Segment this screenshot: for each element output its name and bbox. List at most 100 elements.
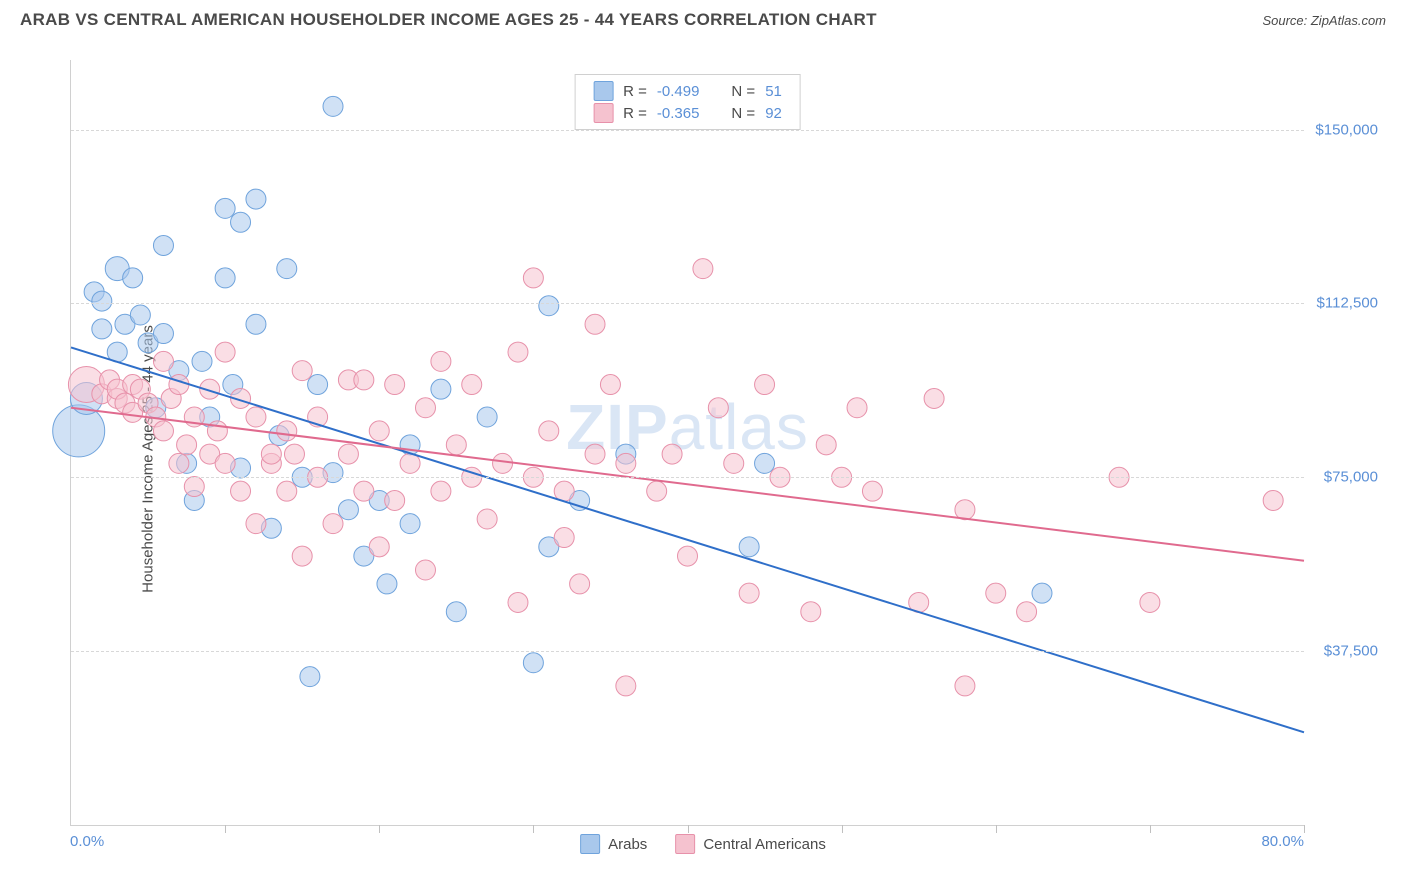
chart-container: Householder Income Ages 25 - 44 years ZI… (20, 46, 1386, 872)
data-point (539, 296, 559, 316)
data-point (847, 398, 867, 418)
data-point (92, 319, 112, 339)
data-point (385, 375, 405, 395)
data-point (277, 259, 297, 279)
data-point (739, 583, 759, 603)
r-value: -0.365 (657, 105, 700, 122)
data-point (1032, 583, 1052, 603)
data-point (338, 444, 358, 464)
y-tick-label: $150,000 (1315, 121, 1378, 138)
data-point (431, 351, 451, 371)
data-point (415, 560, 435, 580)
data-point (277, 421, 297, 441)
data-point (862, 481, 882, 501)
x-tick (842, 825, 843, 833)
data-point (338, 500, 358, 520)
data-point (308, 375, 328, 395)
data-point (431, 481, 451, 501)
y-tick-label: $112,500 (1317, 295, 1378, 312)
legend-label: Central Americans (703, 836, 826, 853)
data-point (554, 528, 574, 548)
correlation-row: R = -0.499 N = 51 (593, 80, 782, 102)
data-point (801, 602, 821, 622)
data-point (708, 398, 728, 418)
data-point (215, 198, 235, 218)
legend-swatch (593, 103, 613, 123)
data-point (616, 453, 636, 473)
data-point (300, 667, 320, 687)
data-point (955, 500, 975, 520)
data-point (446, 435, 466, 455)
data-point (177, 435, 197, 455)
data-point (1017, 602, 1037, 622)
data-point (292, 546, 312, 566)
data-point (693, 259, 713, 279)
data-point (462, 375, 482, 395)
chart-header: ARAB VS CENTRAL AMERICAN HOUSEHOLDER INC… (0, 0, 1406, 36)
data-point (377, 574, 397, 594)
data-point (215, 268, 235, 288)
r-value: -0.499 (657, 83, 700, 100)
n-label: N = (731, 105, 755, 122)
data-point (493, 453, 513, 473)
data-point (523, 653, 543, 673)
data-point (153, 351, 173, 371)
data-point (431, 379, 451, 399)
legend-item: Arabs (580, 834, 647, 854)
n-value: 51 (765, 83, 782, 100)
data-point (323, 96, 343, 116)
data-point (215, 453, 235, 473)
data-point (246, 189, 266, 209)
data-point (477, 509, 497, 529)
data-point (354, 481, 374, 501)
data-point (523, 268, 543, 288)
data-point (678, 546, 698, 566)
x-axis-max-label: 80.0% (1261, 833, 1304, 850)
x-tick (1150, 825, 1151, 833)
series-legend: Arabs Central Americans (580, 834, 826, 854)
data-point (585, 444, 605, 464)
gridline (71, 651, 1304, 652)
gridline (71, 303, 1304, 304)
x-tick (996, 825, 997, 833)
data-point (369, 421, 389, 441)
n-label: N = (731, 83, 755, 100)
data-point (130, 305, 150, 325)
data-point (277, 481, 297, 501)
source-attribution: Source: ZipAtlas.com (1262, 13, 1386, 28)
x-tick (1304, 825, 1305, 833)
data-point (415, 398, 435, 418)
data-point (231, 481, 251, 501)
data-point (477, 407, 497, 427)
data-point (192, 351, 212, 371)
data-point (153, 421, 173, 441)
data-point (184, 477, 204, 497)
legend-label: Arabs (608, 836, 647, 853)
r-label: R = (623, 83, 647, 100)
data-point (1263, 490, 1283, 510)
data-point (92, 291, 112, 311)
data-point (284, 444, 304, 464)
scatter-svg (71, 60, 1304, 825)
data-point (446, 602, 466, 622)
data-point (207, 421, 227, 441)
data-point (924, 388, 944, 408)
chart-title: ARAB VS CENTRAL AMERICAN HOUSEHOLDER INC… (20, 10, 877, 30)
data-point (739, 537, 759, 557)
data-point (400, 514, 420, 534)
data-point (986, 583, 1006, 603)
n-value: 92 (765, 105, 782, 122)
y-tick-label: $37,500 (1324, 643, 1378, 660)
data-point (955, 676, 975, 696)
data-point (153, 235, 173, 255)
data-point (539, 421, 559, 441)
data-point (570, 574, 590, 594)
r-label: R = (623, 105, 647, 122)
data-point (647, 481, 667, 501)
data-point (1140, 592, 1160, 612)
data-point (600, 375, 620, 395)
data-point (123, 268, 143, 288)
data-point (369, 537, 389, 557)
data-point (508, 342, 528, 362)
y-tick-label: $75,000 (1324, 469, 1378, 486)
